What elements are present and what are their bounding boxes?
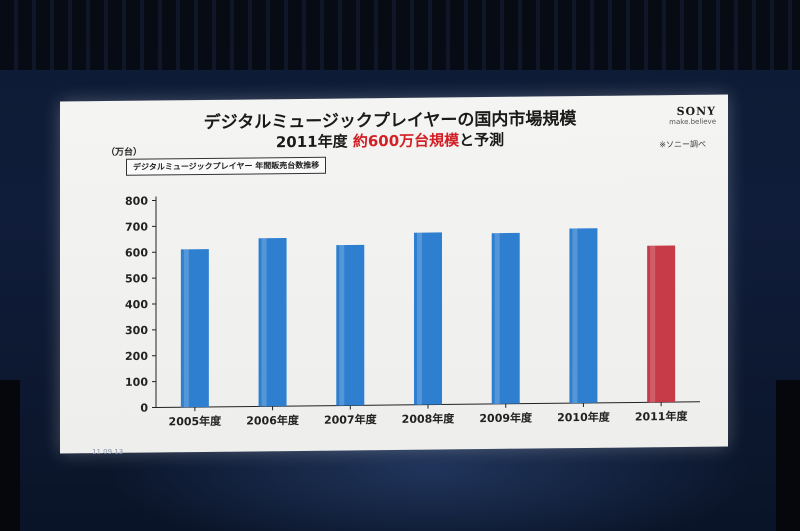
bar xyxy=(569,228,598,404)
x-tick-label: 2008年度 xyxy=(402,411,456,426)
y-tick-label: 800 xyxy=(125,195,148,208)
y-tick-label: 100 xyxy=(125,376,148,389)
bar xyxy=(258,237,287,407)
bar xyxy=(491,232,520,404)
bar-highlight xyxy=(339,245,345,406)
bar xyxy=(180,249,209,408)
x-tick-label: 2005年度 xyxy=(169,414,223,429)
y-tick-label: 700 xyxy=(125,220,148,233)
bar-highlight xyxy=(183,249,189,408)
date-stamp: 11.09.13 xyxy=(92,448,124,456)
projection-screen: デジタルミュージックプレイヤーの国内市場規模 2011年度 約600万台規模と予… xyxy=(60,94,728,454)
x-tick-label: 2010年度 xyxy=(557,410,611,425)
ceiling-truss xyxy=(0,0,800,70)
right-speaker xyxy=(776,380,800,531)
y-tick-label: 0 xyxy=(140,402,148,415)
bar-highlight xyxy=(494,233,500,404)
x-tick-label: 2006年度 xyxy=(246,413,300,428)
y-tick-label: 500 xyxy=(125,272,148,285)
bar-chart: 0 100 200 300 400 500 600 700 800 2005年度 2006年度 200… xyxy=(125,195,700,429)
y-tick-label: 600 xyxy=(125,246,148,259)
bar-highlight xyxy=(650,245,656,403)
bar xyxy=(336,244,365,406)
x-tick-label: 2011年度 xyxy=(635,409,689,424)
y-tick-label: 400 xyxy=(125,298,148,311)
bar-highlight xyxy=(572,228,578,404)
bar xyxy=(414,232,442,405)
x-tick-label: 2009年度 xyxy=(479,411,533,426)
bar-highlight xyxy=(417,232,422,405)
y-tick-label: 200 xyxy=(125,350,148,363)
y-tick-label: 300 xyxy=(125,324,148,337)
bar-highlight xyxy=(261,238,267,407)
left-speaker xyxy=(0,380,20,531)
x-tick-label: 2007年度 xyxy=(324,412,378,427)
forecast-bar xyxy=(647,245,676,403)
